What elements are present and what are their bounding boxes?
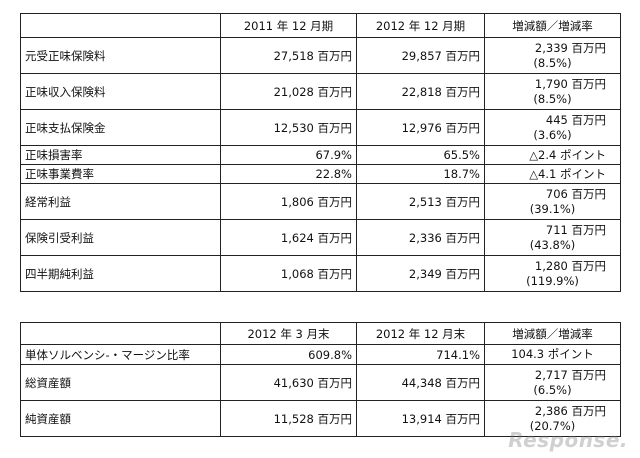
- value-prev: 21,028 百万円: [220, 73, 357, 110]
- change-amount: 2,717 百万円: [534, 367, 606, 382]
- value-curr: 65.5%: [356, 145, 485, 165]
- value-prev: 22.8%: [220, 164, 357, 184]
- change-cell: 1,790 百万円 (8.5%): [484, 73, 621, 110]
- row-label: 正味損害率: [20, 145, 221, 165]
- row-label: 経常利益: [20, 183, 221, 220]
- row-label: 純資産額: [20, 400, 221, 437]
- header-blank: [20, 322, 221, 345]
- change-cell: 1,280 百万円 (119.9%): [484, 255, 621, 292]
- change-amount: 2,386 百万円: [534, 403, 606, 418]
- table-row: 正味事業費率 22.8% 18.7% △4.1 ポイント: [20, 164, 621, 184]
- value-curr: 2,336 百万円: [356, 219, 485, 256]
- change-amount: 104.3 ポイント: [511, 347, 594, 361]
- value-curr: 2,349 百万円: [356, 255, 485, 292]
- value-prev: 11,528 百万円: [220, 400, 357, 437]
- value-prev: 1,806 百万円: [220, 183, 357, 220]
- table-row: 四半期純利益 1,068 百万円 2,349 百万円 1,280 百万円 (119…: [20, 255, 621, 292]
- table-header-row: 2012 年 3 月末 2012 年 12 月末 増減額／増減率: [20, 322, 621, 345]
- response-watermark: Response.: [508, 428, 628, 452]
- change-amount: 1,790 百万円: [534, 76, 606, 91]
- change-cell: △4.1 ポイント: [484, 164, 621, 184]
- change-amount: 2,339 百万円: [534, 40, 606, 55]
- table-row: 正味収入保険料 21,028 百万円 22,818 百万円 1,790 百万円(…: [20, 73, 621, 110]
- change-amount: 1,280 百万円: [534, 258, 606, 273]
- value-curr: 714.1%: [356, 344, 485, 365]
- row-label: 正味収入保険料: [20, 73, 221, 110]
- row-label: 四半期純利益: [20, 255, 221, 292]
- value-prev: 1,068 百万円: [220, 255, 357, 292]
- header-2012-dec: 2012 年 12 月期: [356, 13, 485, 38]
- header-blank: [20, 13, 221, 38]
- change-amount: △2.4 ポイント: [529, 147, 606, 162]
- change-cell: 2,386 百万円 (20.7%): [484, 400, 621, 437]
- row-label: 単体ソルベンシ-・マージン比率: [20, 344, 221, 365]
- row-label: 保険引受利益: [20, 219, 221, 256]
- change-amount: 445 百万円: [545, 112, 606, 127]
- value-curr: 22,818 百万円: [356, 73, 485, 110]
- value-curr: 18.7%: [356, 164, 485, 184]
- table-row: 正味損害率 67.9% 65.5% △2.4 ポイント: [20, 145, 621, 165]
- header-change: 増減額／増減率: [484, 322, 621, 345]
- row-label: 正味支払保険金: [20, 109, 221, 146]
- value-prev: 1,624 百万円: [220, 219, 357, 256]
- value-prev: 27,518 百万円: [220, 37, 357, 74]
- change-rate: (8.5%): [533, 91, 572, 106]
- row-label: 元受正味保険料: [20, 37, 221, 74]
- change-cell: 706 百万円 (39.1%): [484, 183, 621, 220]
- change-cell: △2.4 ポイント: [484, 145, 621, 165]
- table-row: 単体ソルベンシ-・マージン比率 609.8% 714.1% 104.3 ポイント: [20, 344, 621, 365]
- value-prev: 67.9%: [220, 145, 357, 165]
- value-prev: 12,530 百万円: [220, 109, 357, 146]
- change-amount: 711 百万円: [545, 222, 606, 237]
- table-header-row: 2011 年 12 月期 2012 年 12 月期 増減額／増減率: [20, 13, 621, 38]
- change-rate: (39.1%): [529, 201, 576, 216]
- change-rate: (8.5%): [533, 55, 572, 70]
- table-row: 経常利益 1,806 百万円 2,513 百万円 706 百万円 (39.1%): [20, 183, 621, 220]
- change-amount: △4.1 ポイント: [529, 166, 606, 181]
- financial-results-table: 2011 年 12 月期 2012 年 12 月期 増減額／増減率 元受正味保険…: [20, 13, 621, 292]
- change-rate: (6.5%): [533, 382, 572, 397]
- value-prev: 609.8%: [220, 344, 357, 365]
- value-prev: 41,630 百万円: [220, 364, 357, 401]
- change-cell: 2,339 百万円 (8.5%): [484, 37, 621, 74]
- header-2011-dec: 2011 年 12 月期: [220, 13, 357, 38]
- table-row: 総資産額 41,630 百万円 44,348 百万円 2,717 百万円 (6.5…: [20, 364, 621, 401]
- row-label: 正味事業費率: [20, 164, 221, 184]
- table-row: 正味支払保険金 12,530 百万円 12,976 百万円 445 百万円 (3.…: [20, 109, 621, 146]
- change-amount: 706 百万円: [545, 186, 606, 201]
- change-rate: (43.8%): [529, 237, 576, 252]
- value-curr: 12,976 百万円: [356, 109, 485, 146]
- change-cell: 104.3 ポイント: [484, 344, 621, 365]
- change-cell: 445 百万円 (3.6%): [484, 109, 621, 146]
- table-row: 保険引受利益 1,624 百万円 2,336 百万円 711 百万円 (43.8%…: [20, 219, 621, 256]
- balance-sheet-table: 2012 年 3 月末 2012 年 12 月末 増減額／増減率 単体ソルベンシ…: [20, 322, 621, 437]
- change-rate: (119.9%): [526, 273, 579, 288]
- header-2012-mar: 2012 年 3 月末: [220, 322, 357, 345]
- header-2012-dec: 2012 年 12 月末: [356, 322, 485, 345]
- value-curr: 2,513 百万円: [356, 183, 485, 220]
- change-cell: 2,717 百万円 (6.5%): [484, 364, 621, 401]
- change-rate: (3.6%): [533, 127, 572, 142]
- table-row: 純資産額 11,528 百万円 13,914 百万円 2,386 百万円 (20.…: [20, 400, 621, 437]
- value-curr: 13,914 百万円: [356, 400, 485, 437]
- header-change: 増減額／増減率: [484, 13, 621, 38]
- value-curr: 44,348 百万円: [356, 364, 485, 401]
- table-row: 元受正味保険料 27,518 百万円 29,857 百万円 2,339 百万円(…: [20, 37, 621, 74]
- change-cell: 711 百万円 (43.8%): [484, 219, 621, 256]
- row-label: 総資産額: [20, 364, 221, 401]
- value-curr: 29,857 百万円: [356, 37, 485, 74]
- change-rate: (20.7%): [529, 418, 576, 433]
